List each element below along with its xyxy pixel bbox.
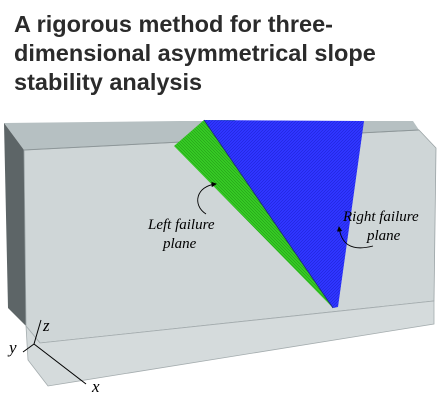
left-failure-label-line-1: Left failure	[147, 217, 215, 233]
left-failure-leader	[197, 181, 217, 215]
left-failure-label-line-2: plane	[162, 236, 197, 252]
title-line-2: dimensional asymmetrical slope	[14, 40, 376, 66]
right-failure-label: Right failure plane	[342, 209, 422, 244]
figure-title: A rigorous method for three- dimensional…	[14, 10, 434, 97]
title-line-3: stability analysis	[14, 69, 203, 95]
left-failure-plane	[174, 120, 333, 308]
coordinate-axes	[22, 319, 87, 385]
x-axis-label: x	[91, 377, 100, 396]
z-axis-label: z	[42, 316, 50, 335]
slope-side-face	[4, 123, 26, 326]
right-failure-plane	[204, 120, 364, 308]
y-axis-line	[22, 343, 35, 353]
right-failure-label-line-1: Right failure	[342, 209, 419, 225]
right-failure-label-line-2: plane	[366, 228, 401, 244]
x-axis-line	[33, 343, 87, 385]
y-axis-label: y	[7, 338, 17, 357]
right-failure-leader	[336, 226, 374, 249]
z-axis-line	[33, 319, 42, 345]
wedge-intersection-line	[203, 119, 334, 309]
slope-toe-face	[25, 300, 435, 387]
left-failure-label: Left failure plane	[147, 217, 218, 252]
title-line-1: A rigorous method for three-	[14, 11, 333, 37]
